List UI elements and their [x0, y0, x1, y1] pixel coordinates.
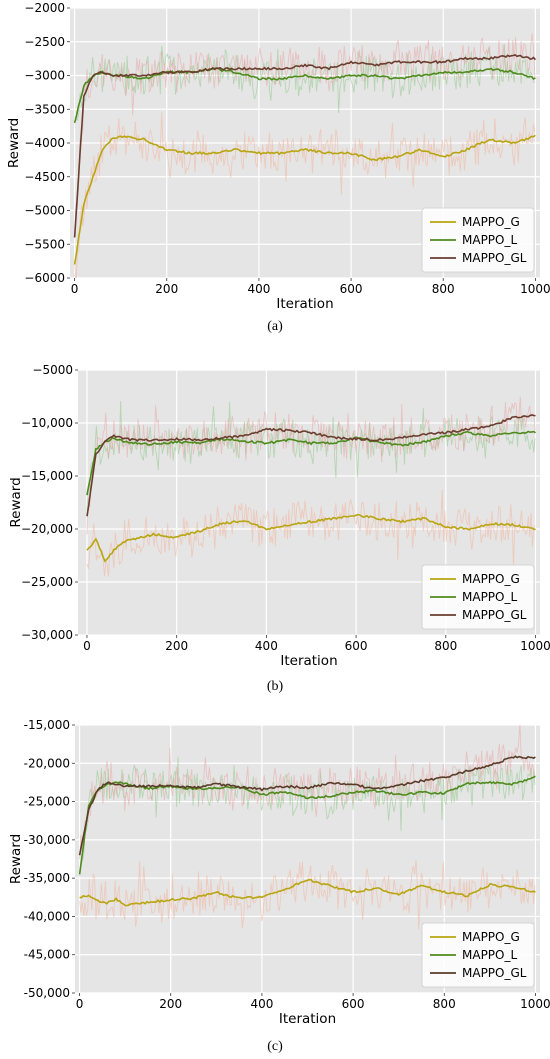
legend-label: MAPPO_GL [462, 966, 527, 980]
legend-label: MAPPO_L [462, 948, 517, 962]
y-tick-label: −30,000 [21, 628, 73, 642]
series-line-MAPPO_G [86, 513, 536, 563]
x-tick-label: 0 [76, 997, 84, 1011]
series-raw-MAPPO_G [79, 860, 536, 930]
x-tick-label: 600 [345, 639, 368, 653]
data-layer [78, 725, 536, 930]
y-tick-label: −6000 [24, 271, 65, 285]
x-axis-title: Iteration [276, 296, 333, 312]
y-tick-label: −4000 [24, 136, 65, 150]
y-tick-label: −5000 [32, 363, 73, 377]
y-tick-label: -50,000 [24, 986, 70, 1000]
series-line-MAPPO_L [86, 430, 536, 496]
y-tick-label: −15,000 [21, 469, 73, 483]
chart-panel-a: 0 200 400 600 800 1000 −6000 −5500 −5000 −4500 −40… [6, 1, 550, 334]
x-tick-label: 800 [434, 639, 457, 653]
x-tick-label: 1000 [520, 997, 550, 1011]
panel-label: (c) [267, 1039, 283, 1054]
chart-panel-c: 0 200 400 600 800 1000 -50,000 -45,000 -40,000 -3… [8, 718, 550, 1054]
y-tick-label: −4500 [24, 170, 65, 184]
series-line-MAPPO_L [73, 67, 536, 124]
legend-label: MAPPO_G [462, 930, 520, 944]
y-tick-label: −5000 [24, 204, 65, 218]
y-tick-label: -35,000 [24, 871, 70, 885]
y-tick-label: -45,000 [24, 948, 70, 962]
y-axis-title: Reward [8, 834, 24, 884]
series-raw-MAPPO_GL [79, 725, 536, 860]
panel-label: (a) [267, 319, 283, 334]
legend-box [421, 922, 535, 988]
x-tick-label: 0 [71, 282, 79, 296]
series-line-MAPPO_GL [73, 54, 537, 238]
x-tick-label: 600 [340, 282, 363, 296]
series-line-MAPPO_G [79, 878, 536, 907]
data-layer [86, 396, 536, 577]
panel-label: (b) [267, 679, 284, 694]
series-raw-MAPPO_G [74, 112, 536, 278]
y-axis-title: Reward [8, 477, 24, 527]
y-tick-label: -15,000 [24, 718, 70, 732]
x-tick-label: 1000 [520, 639, 550, 653]
legend-label: MAPPO_L [462, 590, 517, 604]
y-tick-label: −2000 [24, 1, 65, 15]
x-axis-title: Iteration [280, 653, 337, 669]
chart-panel-b: 0 200 400 600 800 1000 −30,000 −25,000 −20,000 −1… [8, 363, 550, 694]
series-line-MAPPO_G [73, 134, 536, 265]
x-axis-title: Iteration [279, 1011, 336, 1027]
x-tick-label: 200 [159, 997, 182, 1011]
x-tick-label: 400 [250, 997, 273, 1011]
x-tick-label: 200 [165, 639, 188, 653]
x-tick-label: 400 [247, 282, 270, 296]
y-tick-label: −20,000 [21, 522, 73, 536]
series-line-MAPPO_GL [78, 755, 536, 856]
x-tick-label: 400 [255, 639, 278, 653]
y-tick-label: −25,000 [21, 575, 73, 589]
y-tick-label: −3000 [24, 69, 65, 83]
legend-box [421, 564, 535, 630]
legend-label: MAPPO_G [462, 215, 520, 229]
series-raw-MAPPO_G [86, 489, 536, 577]
y-tick-label: −2500 [24, 35, 65, 49]
y-tick-label: −3500 [24, 102, 65, 116]
legend-label: MAPPO_GL [462, 251, 527, 265]
x-tick-label: 800 [433, 997, 456, 1011]
data-layer [73, 33, 537, 278]
x-tick-label: 1000 [520, 282, 550, 296]
y-tick-label: -25,000 [24, 795, 70, 809]
y-axis-title: Reward [6, 118, 22, 168]
y-tick-label: -30,000 [24, 833, 70, 847]
x-tick-label: 200 [155, 282, 178, 296]
series-line-MAPPO_GL [86, 414, 536, 517]
y-tick-label: −10,000 [21, 416, 73, 430]
legend-box [421, 207, 535, 273]
series-line-MAPPO_L [78, 775, 536, 875]
legend-label: MAPPO_L [462, 233, 517, 247]
y-tick-label: -40,000 [24, 909, 70, 923]
x-tick-label: 0 [83, 639, 91, 653]
x-tick-label: 800 [432, 282, 455, 296]
x-tick-label: 600 [342, 997, 365, 1011]
legend-label: MAPPO_G [462, 572, 520, 586]
y-tick-label: -20,000 [24, 756, 70, 770]
legend-label: MAPPO_GL [462, 608, 527, 622]
y-tick-label: −5500 [24, 237, 65, 251]
